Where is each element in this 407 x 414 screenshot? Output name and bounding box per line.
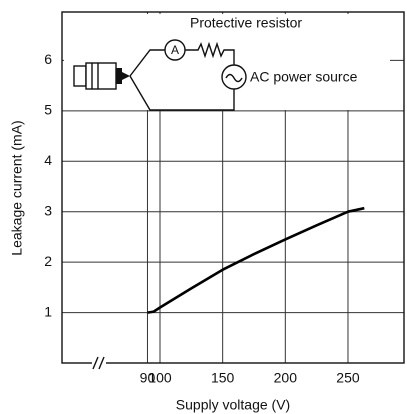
- wire: [129, 75, 235, 111]
- sensor-body: [85, 62, 117, 90]
- ac-symbol: [225, 73, 243, 83]
- plot-frame: [61, 11, 405, 364]
- y-tick-label: 3: [44, 202, 52, 218]
- x-tick-label: 90: [140, 370, 156, 386]
- resistor: [185, 41, 235, 65]
- y-tick-label: 5: [44, 102, 52, 118]
- circuit-diagram: A Protective resistor AC power source: [64, 14, 390, 111]
- x-tick-label: 250: [336, 370, 360, 386]
- wire: [129, 49, 165, 77]
- axis-break: [92, 356, 105, 370]
- sensor-tip: [122, 72, 130, 80]
- x-tick-label: 200: [274, 370, 298, 386]
- inset-background: [64, 14, 390, 110]
- sensor-cap: [73, 65, 87, 87]
- x-tick-label: 150: [211, 370, 235, 386]
- data: [147, 206, 365, 314]
- annotation: Protective resistor: [190, 15, 302, 31]
- x-tick-label: 100: [148, 370, 172, 386]
- y-tick-label: 4: [44, 152, 52, 168]
- y-tick-label: 6: [44, 51, 52, 67]
- x-axis-label: Supply voltage (V): [176, 397, 290, 413]
- data-line: [147, 206, 365, 314]
- y-axis-label: Leakage current (mA): [9, 120, 25, 255]
- y-tick-label: 2: [44, 253, 52, 269]
- sensor-nut: [116, 68, 122, 84]
- y-tick-label: 1: [44, 303, 52, 319]
- annotation: AC power source: [250, 69, 358, 85]
- ammeter-label: A: [171, 43, 179, 57]
